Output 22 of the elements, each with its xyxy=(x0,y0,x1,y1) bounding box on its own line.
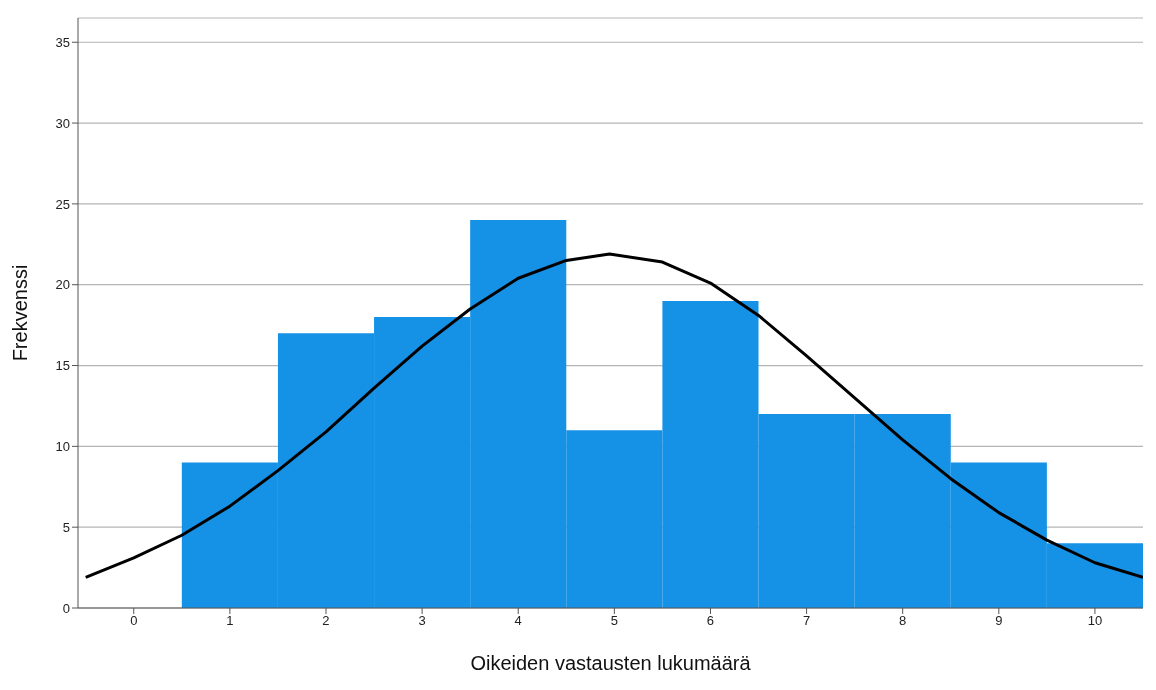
y-axis-title: Frekvenssi xyxy=(9,264,32,362)
y-tick-label: 15 xyxy=(55,358,70,374)
x-tick-label: 8 xyxy=(899,613,907,629)
x-tick-label: 6 xyxy=(706,613,715,629)
y-tick-label: 5 xyxy=(62,519,70,535)
y-tick-label: 0 xyxy=(62,600,70,616)
x-axis-title: Oikeiden vastausten lukumäärä xyxy=(470,652,752,674)
x-tick-label: 1 xyxy=(226,613,234,629)
x-tick-label: 7 xyxy=(802,613,811,629)
x-tick-label: 2 xyxy=(322,613,330,629)
line-series xyxy=(84,252,1143,579)
y-tick-label: 35 xyxy=(55,34,70,50)
y-tick-label: 10 xyxy=(55,438,70,454)
x-tick-label: 5 xyxy=(610,613,618,629)
x-tick-label: 4 xyxy=(514,613,522,629)
y-tick-label: 20 xyxy=(55,277,70,293)
x-tick-label: 0 xyxy=(130,613,138,629)
y-tick-label: 25 xyxy=(55,196,70,212)
x-tick-label: 9 xyxy=(995,613,1003,629)
y-tick-label: 30 xyxy=(55,115,70,131)
x-tick-label: 3 xyxy=(418,613,426,629)
x-tick-label: 10 xyxy=(1087,613,1103,629)
